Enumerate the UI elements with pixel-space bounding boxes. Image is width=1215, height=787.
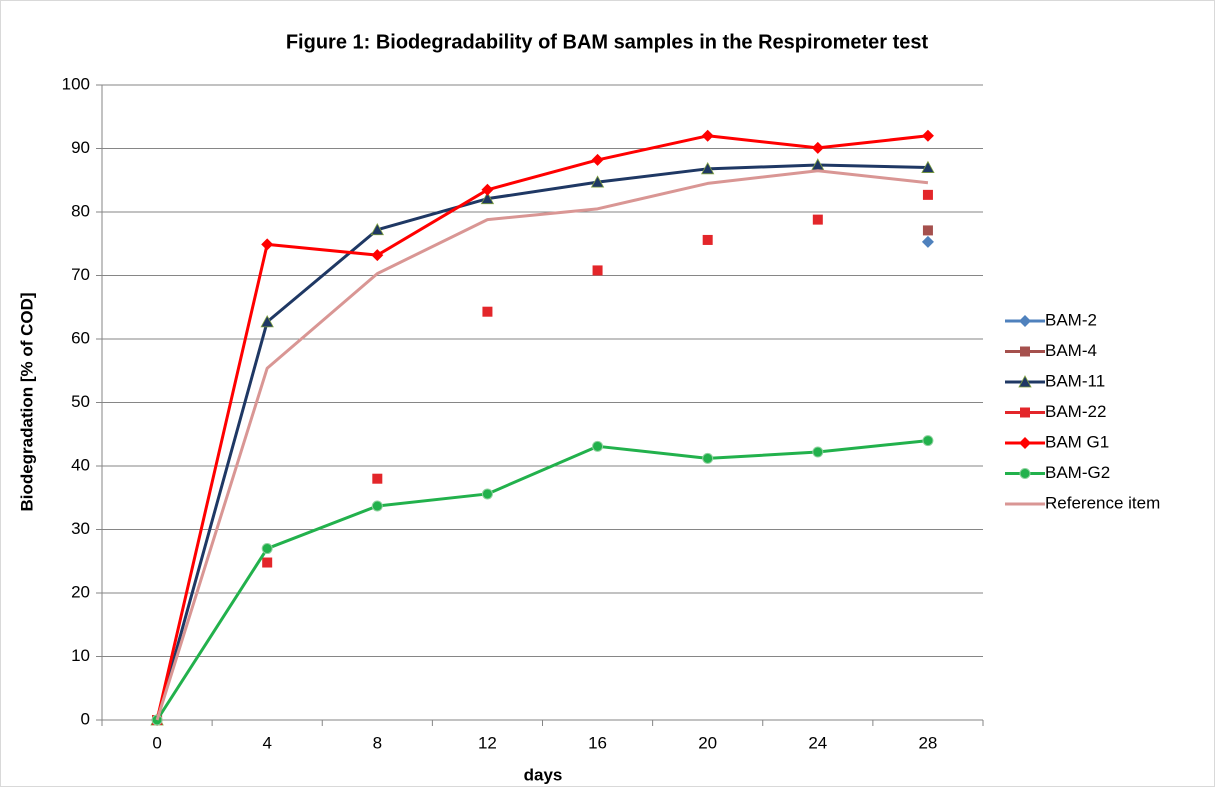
- data-point: [812, 214, 823, 225]
- data-point: [922, 189, 933, 200]
- data-point: [921, 129, 934, 142]
- legend-label: BAM-2: [1045, 310, 1097, 329]
- data-point: [590, 175, 605, 188]
- data-point: [261, 238, 274, 251]
- data-point: [592, 265, 603, 276]
- legend-label: BAM-G2: [1045, 463, 1110, 482]
- y-tick-label: 60: [71, 328, 90, 347]
- data-point: [481, 183, 494, 196]
- x-tick-label: 4: [262, 733, 271, 752]
- data-point: [482, 306, 493, 317]
- x-tick-label: 0: [152, 733, 161, 752]
- x-tick-label: 8: [373, 733, 382, 752]
- x-tick-label: 12: [478, 733, 497, 752]
- y-tick-label: 70: [71, 265, 90, 284]
- data-point: [481, 488, 493, 500]
- data-point: [812, 446, 824, 458]
- y-tick-label: 90: [71, 138, 90, 157]
- legend-marker: [1019, 468, 1031, 479]
- data-point: [701, 161, 715, 175]
- x-tick-label: 28: [918, 733, 937, 752]
- data-point: [921, 160, 935, 173]
- series-line: [155, 163, 928, 721]
- legend-label: Reference item: [1045, 493, 1160, 512]
- series-line: [155, 439, 929, 721]
- data-point: [591, 153, 604, 166]
- data-point: [702, 234, 713, 245]
- legend-marker: [1020, 346, 1030, 357]
- y-tick-label: 40: [71, 455, 90, 474]
- series-line: [155, 134, 929, 721]
- legend-marker: [1020, 407, 1030, 418]
- legend-marker: [1019, 315, 1031, 327]
- data-point: [371, 249, 384, 262]
- series-line: [155, 169, 929, 721]
- y-tick-label: 20: [71, 582, 90, 601]
- data-point: [921, 235, 934, 248]
- legend-marker: [1018, 375, 1032, 388]
- legend-label: BAM-11: [1045, 371, 1105, 390]
- data-point: [260, 315, 274, 328]
- data-point: [480, 191, 495, 205]
- y-tick-label: 10: [71, 646, 90, 665]
- data-point: [262, 557, 273, 568]
- data-point: [261, 543, 273, 555]
- data-point: [702, 452, 714, 464]
- y-tick-label: 50: [71, 392, 90, 411]
- legend-label: BAM-22: [1045, 402, 1106, 421]
- data-point: [372, 473, 383, 484]
- y-tick-label: 30: [71, 519, 90, 538]
- y-tick-label: 0: [81, 709, 90, 728]
- data-point: [922, 225, 933, 236]
- data-point: [371, 500, 383, 512]
- legend-label: BAM-4: [1045, 341, 1097, 360]
- data-point: [592, 440, 604, 452]
- data-point: [922, 435, 934, 447]
- y-tick-label: 100: [62, 74, 90, 93]
- data-point: [811, 141, 824, 154]
- x-tick-label: 16: [588, 733, 607, 752]
- x-tick-label: 24: [808, 733, 827, 752]
- x-axis-title: days: [524, 765, 563, 784]
- legend-marker: [1019, 437, 1031, 449]
- x-tick-label: 20: [698, 733, 717, 752]
- data-point: [370, 222, 384, 236]
- data-point: [701, 129, 714, 142]
- chart-title: Figure 1: Biodegradability of BAM sample…: [286, 31, 929, 53]
- legend-label: BAM G1: [1045, 432, 1109, 451]
- y-tick-label: 80: [71, 201, 90, 220]
- y-axis-title: Biodegradation [% of COD]: [17, 292, 36, 511]
